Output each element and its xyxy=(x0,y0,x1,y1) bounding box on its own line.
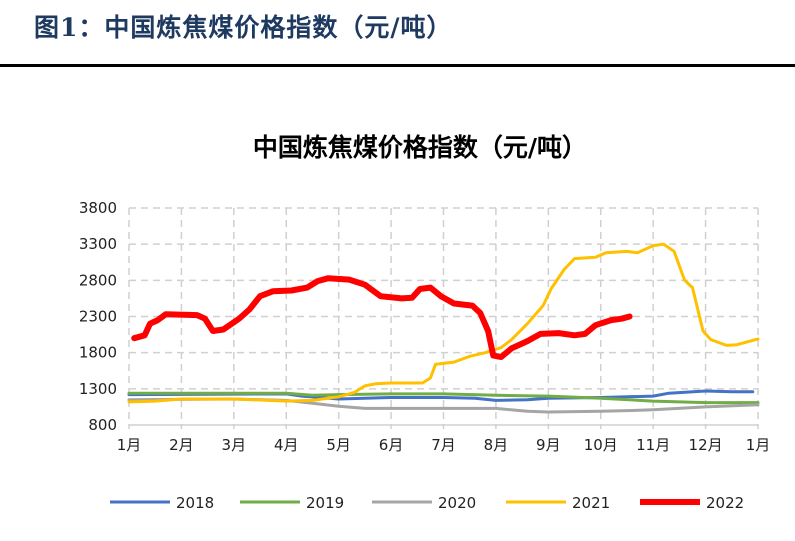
legend-item-2018: 2018 xyxy=(110,494,214,512)
legend-label: 2019 xyxy=(306,494,344,512)
legend-label: 2018 xyxy=(176,494,214,512)
x-tick-label: 11月 xyxy=(636,436,670,454)
series-line-2022 xyxy=(131,275,633,360)
y-tick-label: 1300 xyxy=(79,380,117,398)
x-tick-label: 1月 xyxy=(117,436,142,454)
y-tick-label: 1800 xyxy=(79,344,117,362)
x-tick-label: 6月 xyxy=(379,436,404,454)
grid xyxy=(128,207,759,429)
legend: 2018 2019 2020 2021 2022 xyxy=(110,494,744,512)
x-tick-label: 3月 xyxy=(222,436,247,454)
x-tick-label: 7月 xyxy=(431,436,456,454)
legend-label: 2020 xyxy=(438,494,476,512)
legend-label: 2021 xyxy=(572,494,610,512)
series-line-2018 xyxy=(127,389,755,402)
y-tick-label: 2300 xyxy=(79,308,117,326)
x-tick-label: 10月 xyxy=(584,436,618,454)
legend-item-2019: 2019 xyxy=(240,494,344,512)
legend-item-2022: 2022 xyxy=(640,494,744,512)
x-tick-label: 1月 xyxy=(746,436,771,454)
y-axis: 800 1300 1800 2300 2800 3300 3800 xyxy=(79,199,117,434)
heading-divider xyxy=(0,64,795,67)
y-tick-label: 3800 xyxy=(79,199,117,217)
series-lines xyxy=(127,242,760,414)
x-tick-label: 4月 xyxy=(274,436,299,454)
series-line-2019 xyxy=(127,391,760,405)
y-tick-label: 800 xyxy=(88,416,117,434)
figure-heading: 图1：中国炼焦煤价格指数（元/吨） xyxy=(34,13,453,42)
series-line-2021 xyxy=(127,242,760,404)
x-tick-label: 2月 xyxy=(169,436,194,454)
x-tick-label: 9月 xyxy=(536,436,561,454)
x-tick-label: 12月 xyxy=(689,436,723,454)
y-tick-label: 3300 xyxy=(79,235,117,253)
x-tick-label: 8月 xyxy=(484,436,509,454)
x-axis: 1月 2月 3月 4月 5月 6月 7月 8月 9月 10月 11月 12月 1月 xyxy=(117,436,771,454)
legend-label: 2022 xyxy=(706,494,744,512)
legend-item-2021: 2021 xyxy=(506,494,610,512)
y-tick-label: 2800 xyxy=(79,271,117,289)
chart-title: 中国炼焦煤价格指数（元/吨） xyxy=(253,133,587,162)
legend-item-2020: 2020 xyxy=(372,494,476,512)
x-tick-label: 5月 xyxy=(326,436,351,454)
